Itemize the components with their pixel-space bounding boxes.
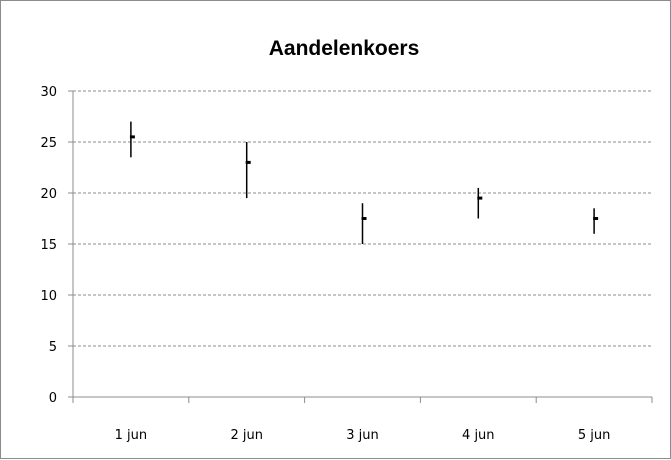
axes bbox=[68, 90, 653, 403]
x-tick-label: 3 jun bbox=[346, 428, 379, 443]
price-bars bbox=[129, 121, 599, 244]
price-bar-3 bbox=[361, 203, 367, 244]
gridlines bbox=[73, 90, 652, 347]
y-tick-labels: 0 5 10 15 20 25 30 bbox=[40, 85, 57, 406]
y-tick-label: 10 bbox=[40, 289, 57, 304]
y-tick-label: 15 bbox=[40, 238, 57, 253]
chart-title: Aandelenkoers bbox=[269, 37, 420, 60]
x-tick-label: 1 jun bbox=[115, 428, 148, 443]
x-tick-label: 4 jun bbox=[462, 428, 495, 443]
y-tick-label: 25 bbox=[40, 136, 57, 151]
price-bar-2 bbox=[245, 142, 251, 199]
y-tick-label: 30 bbox=[40, 85, 57, 100]
price-bar-4 bbox=[477, 187, 483, 219]
y-tick-label: 20 bbox=[40, 187, 57, 202]
y-tick-label: 5 bbox=[49, 340, 57, 355]
price-bar-5 bbox=[593, 208, 599, 234]
y-tick-label: 0 bbox=[49, 391, 57, 406]
x-tick-labels: 1 jun 2 jun 3 jun 4 jun 5 jun bbox=[115, 428, 611, 443]
x-tick-label: 5 jun bbox=[578, 428, 611, 443]
price-bar-1 bbox=[129, 121, 135, 158]
x-tick-label: 2 jun bbox=[230, 428, 263, 443]
